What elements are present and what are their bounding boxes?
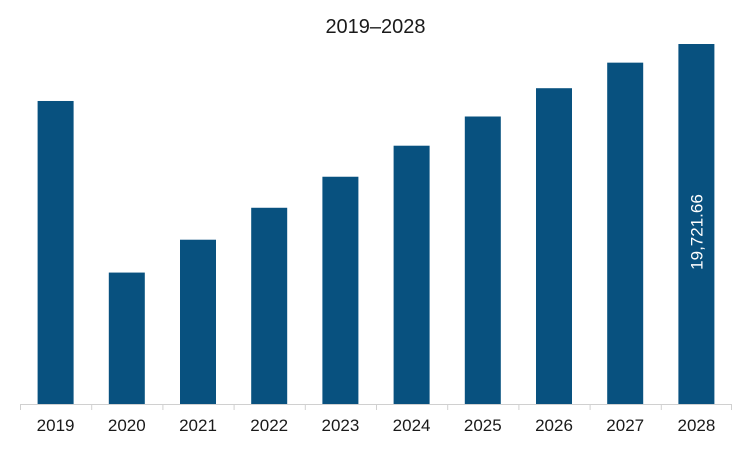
- x-tick-label-2020: 2020: [108, 416, 146, 435]
- x-tick-label-2026: 2026: [535, 416, 573, 435]
- bar-2026: [536, 88, 572, 405]
- bar-2024: [393, 145, 430, 404]
- bar-2020: [108, 272, 145, 404]
- bar-2019: [37, 100, 74, 404]
- bar-2021: [180, 239, 216, 404]
- x-tick-label-2022: 2022: [250, 416, 288, 435]
- x-tick-label-2027: 2027: [606, 416, 644, 435]
- x-tick-label-2025: 2025: [464, 416, 502, 435]
- x-tick-label-2021: 2021: [179, 416, 217, 435]
- x-tick-label-2019: 2019: [37, 416, 75, 435]
- x-tick-label-2024: 2024: [393, 416, 431, 435]
- x-tick-label-2023: 2023: [321, 416, 359, 435]
- bar-2028: [678, 44, 715, 404]
- bar-2023: [322, 176, 359, 404]
- bar-2022: [251, 207, 288, 404]
- bar-2027: [607, 62, 644, 405]
- data-label-2028: 19,721.66: [687, 194, 706, 270]
- x-tick-label-2028: 2028: [677, 416, 715, 435]
- bar-2025: [464, 116, 501, 405]
- chart-title: 2019–2028: [325, 16, 426, 38]
